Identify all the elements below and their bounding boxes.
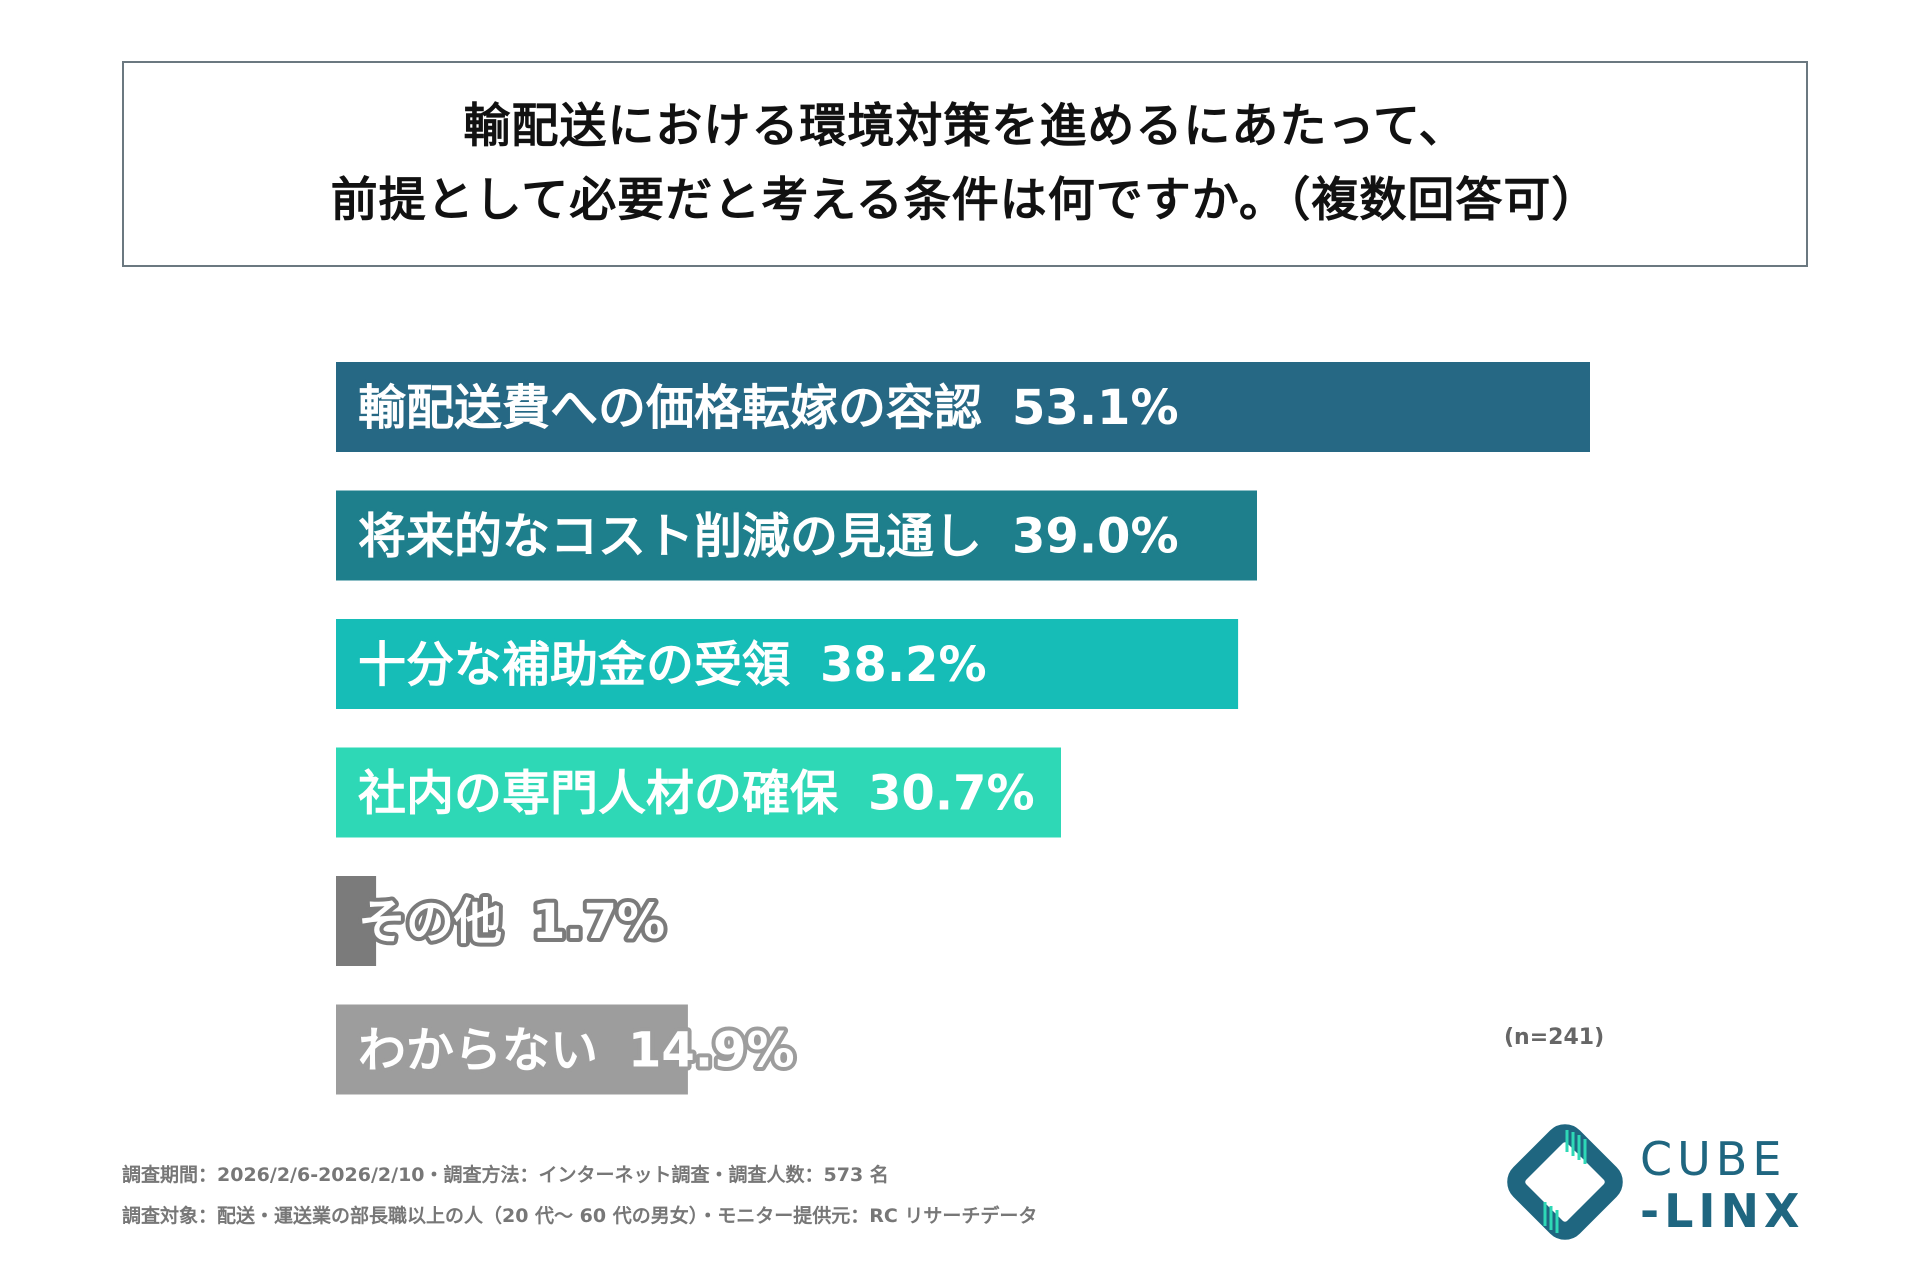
question-title-line-2: 前提として必要だと考える条件は何ですか。（複数回答可）: [330, 173, 1600, 228]
category-label: 輸配送費への価格転嫁の容認: [358, 380, 982, 436]
survey-period-footer: 調査期間：2026/2/6-2026/2/10・調査方法：インターネット調査・調…: [122, 1164, 889, 1186]
bar-5: [336, 876, 377, 966]
value-label: 39.0%: [1012, 509, 1179, 565]
value-label: 53.1%: [1012, 380, 1179, 436]
bar-label-4: 社内の専門人材の確保 30.7%: [358, 766, 1035, 822]
question-title-box: 輸配送における環境対策を進めるにあたって、 前提として必要だと考える条件は何です…: [122, 61, 1808, 267]
bar-label-5: その他 1.7%: [358, 894, 665, 950]
logo-word-cube: CUBE: [1640, 1132, 1787, 1186]
value-label: 1.7%: [532, 894, 665, 950]
bar-4: [336, 747, 1061, 838]
value-label: 30.7%: [868, 766, 1035, 822]
value-label: 14.9%: [628, 1023, 795, 1079]
sample-size-note: (n=241): [1504, 1025, 1605, 1050]
bar-3: [336, 619, 1239, 709]
category-label: 社内の専門人材の確保: [358, 766, 839, 822]
category-label: その他: [358, 894, 502, 950]
survey-target-footer: 調査対象：配送・運送業の部長職以上の人（20 代～ 60 代の男女）・モニター提…: [122, 1205, 1038, 1227]
bar-label-1: 輸配送費への価格転嫁の容認 53.1%: [358, 380, 1179, 436]
category-label: 将来的なコスト削減の見通し: [358, 509, 982, 565]
bar-label-6: わからない 14.9%: [358, 1023, 795, 1079]
value-label: 38.2%: [820, 637, 987, 693]
cube-linx-logo-mark-icon: [1507, 1124, 1623, 1240]
cube-linx-logo: CUBE -LINX: [1505, 1122, 1805, 1242]
bar-6: [336, 1004, 688, 1095]
category-label: 十分な補助金の受領: [358, 637, 790, 693]
question-title-line-1: 輸配送における環境対策を進めるにあたって、: [463, 99, 1467, 154]
bar-1: [336, 362, 1590, 452]
bar-2: [336, 490, 1257, 581]
bar-label-2: 将来的なコスト削減の見通し 39.0%: [358, 509, 1179, 565]
bar-label-3: 十分な補助金の受領 38.2%: [358, 637, 987, 693]
logo-word-linx: -LINX: [1640, 1184, 1805, 1238]
category-label: わからない: [358, 1023, 598, 1079]
